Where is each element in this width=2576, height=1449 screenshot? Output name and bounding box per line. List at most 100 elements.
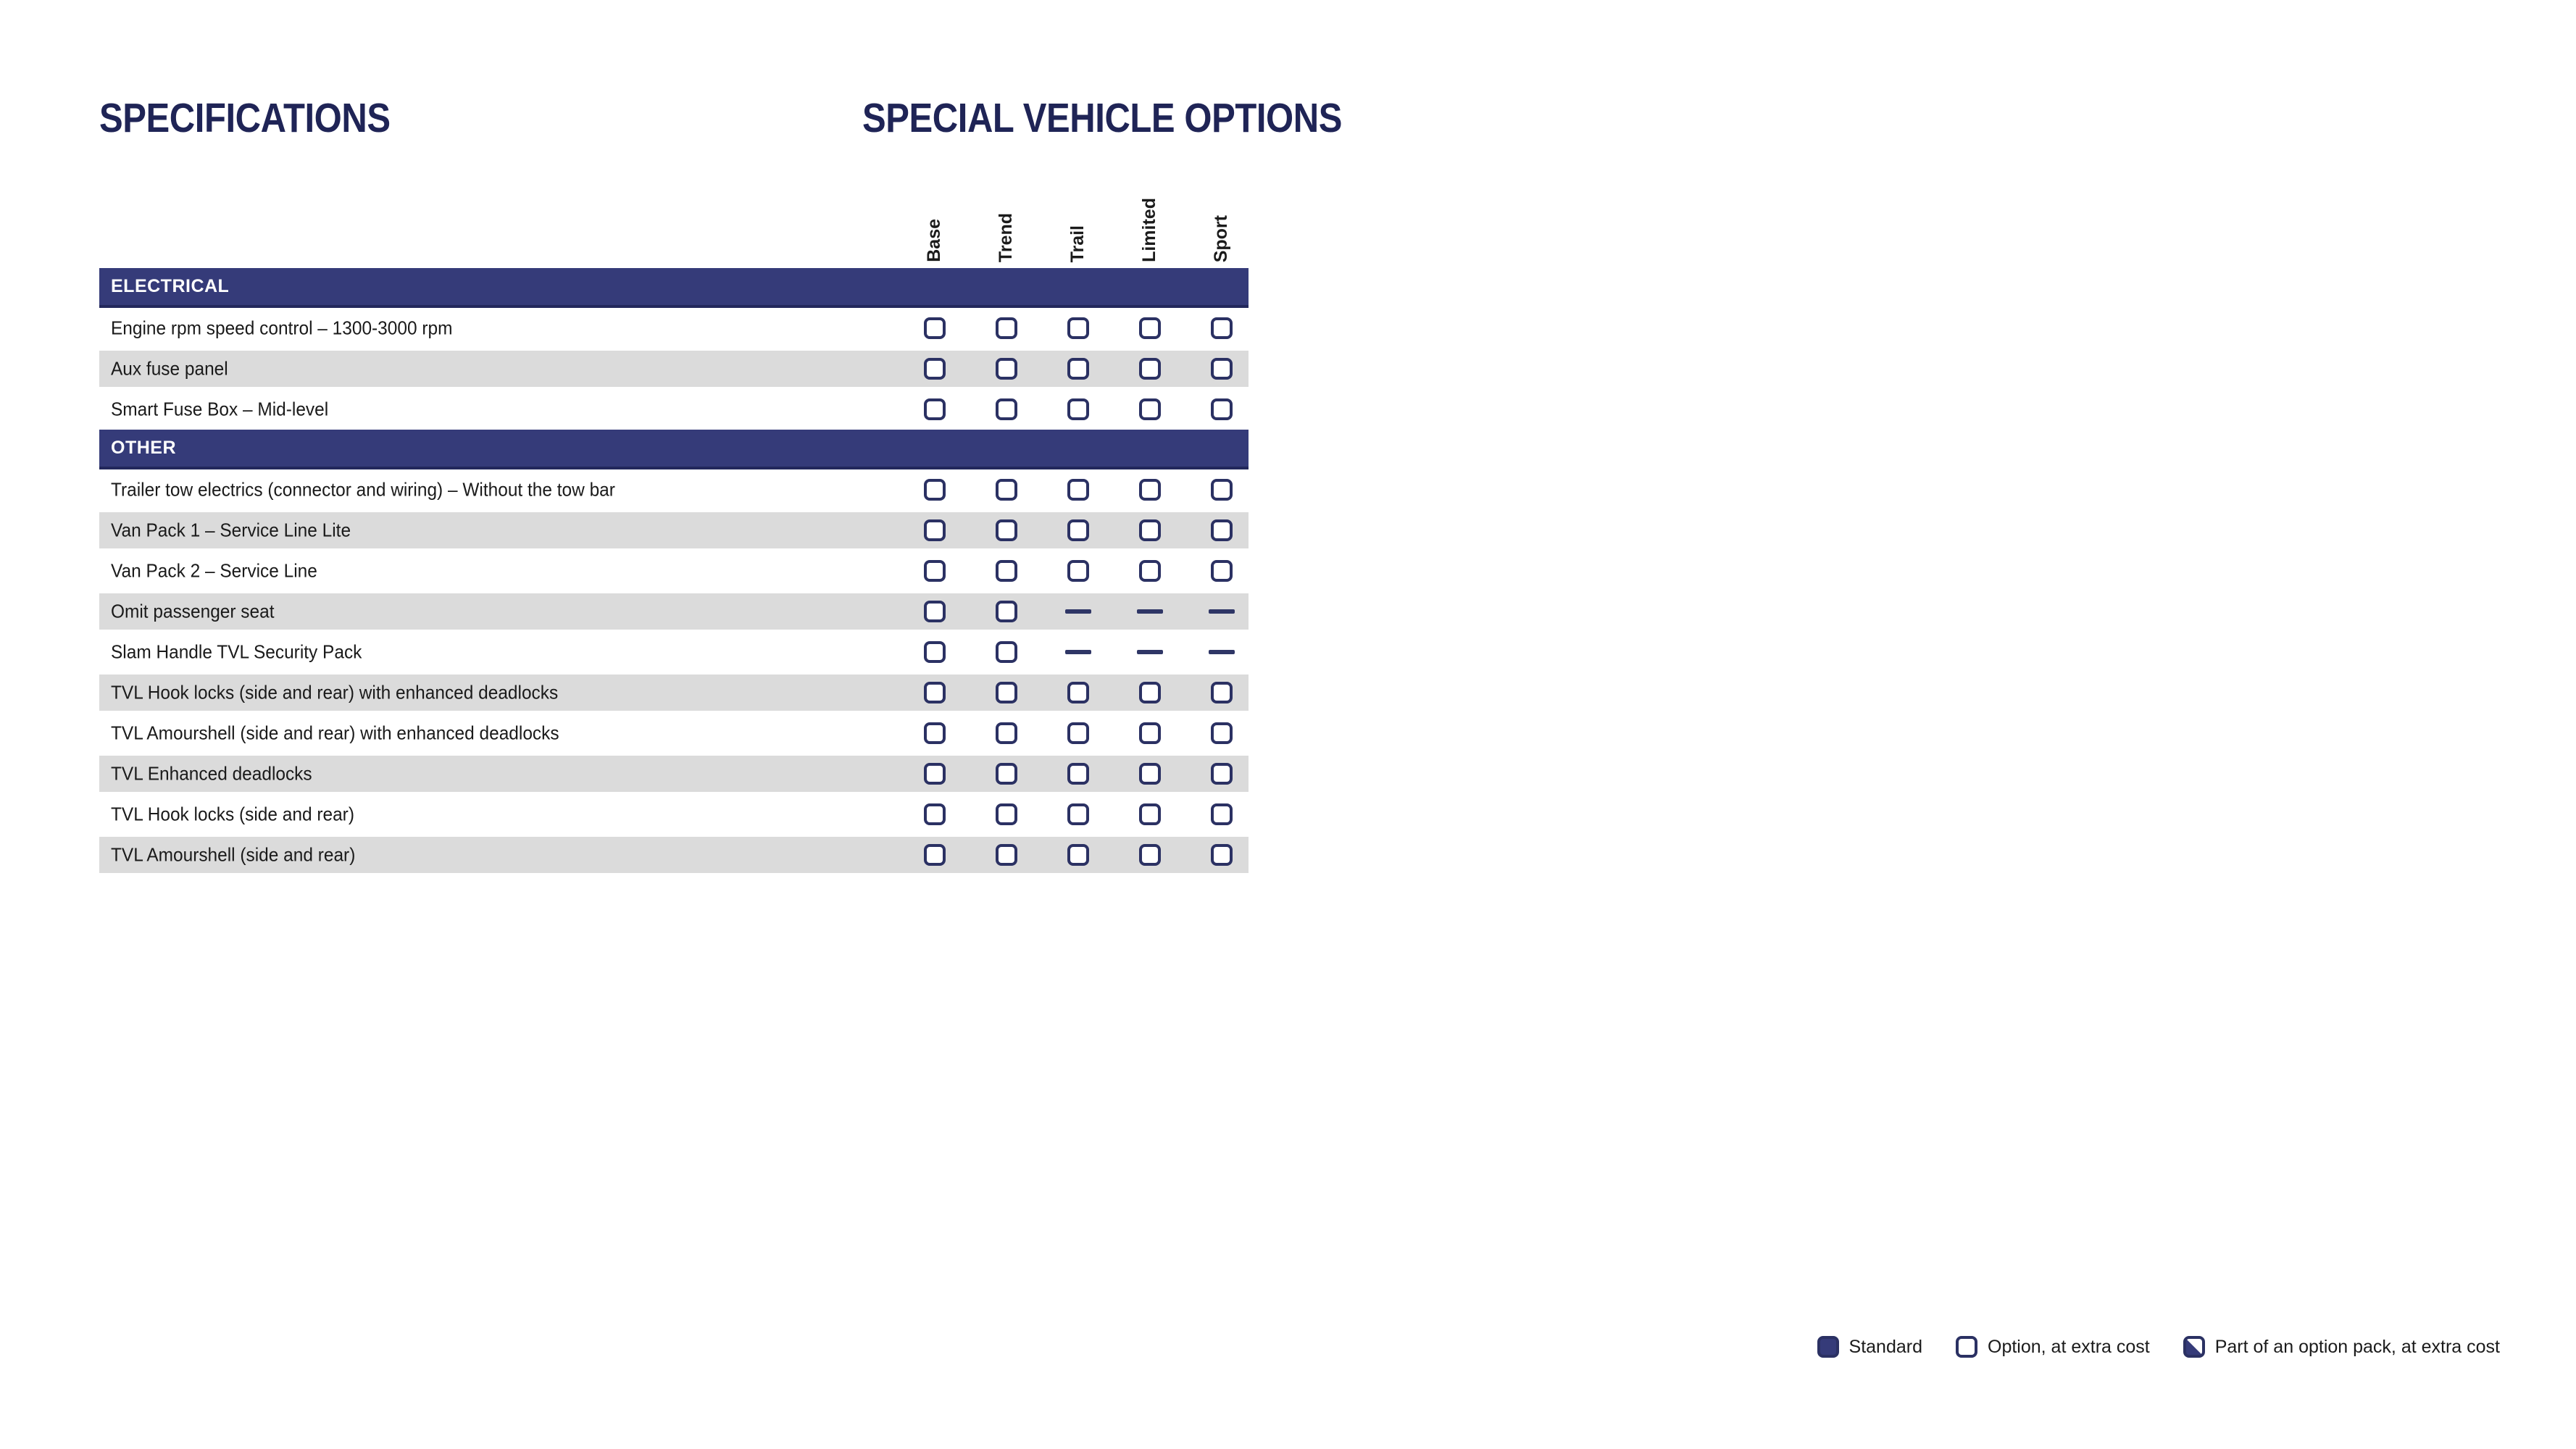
not-available-dash-icon <box>1065 609 1091 614</box>
table-row: TVL Amourshell (side and rear) with enha… <box>99 713 1249 753</box>
option-checkbox-icon <box>996 317 1017 339</box>
legend-item-standard: Standard <box>1817 1336 1922 1358</box>
column-header-trail: Trail <box>1067 225 1088 262</box>
table-row: Slam Handle TVL Security Pack <box>99 632 1249 672</box>
table-row: Aux fuse panel <box>99 348 1249 389</box>
option-checkbox-icon <box>1211 479 1233 501</box>
option-checkbox-icon <box>1211 560 1233 582</box>
option-checkbox-icon <box>1067 358 1089 380</box>
option-checkbox-icon <box>924 641 946 663</box>
row-label: TVL Enhanced deadlocks <box>111 762 312 785</box>
not-available-dash-icon <box>1209 650 1235 654</box>
option-checkbox-icon <box>996 398 1017 420</box>
option-checkbox-icon <box>1211 682 1233 703</box>
option-checkbox-icon <box>924 317 946 339</box>
table-row: Trailer tow electrics (connector and wir… <box>99 469 1249 510</box>
not-available-dash-icon <box>1137 650 1163 654</box>
option-checkbox-icon <box>1139 358 1161 380</box>
option-checkbox-icon <box>924 560 946 582</box>
row-label: Omit passenger seat <box>111 600 275 622</box>
option-checkbox-icon <box>1067 317 1089 339</box>
option-empty-checkbox-icon <box>1956 1336 1977 1358</box>
legend: Standard Option, at extra cost Part of an … <box>1817 1336 2500 1358</box>
option-checkbox-icon <box>996 560 1017 582</box>
option-checkbox-icon <box>1139 722 1161 744</box>
legend-item-option: Option, at extra cost <box>1956 1336 2150 1358</box>
standard-filled-square-icon <box>1817 1336 1839 1358</box>
option-checkbox-icon <box>924 763 946 785</box>
option-checkbox-icon <box>1211 398 1233 420</box>
option-checkbox-icon <box>1139 479 1161 501</box>
option-checkbox-icon <box>1211 722 1233 744</box>
option-pack-half-filled-square-icon <box>2183 1336 2205 1358</box>
table-row: TVL Hook locks (side and rear) with enha… <box>99 672 1249 713</box>
option-checkbox-icon <box>1067 479 1089 501</box>
option-checkbox-icon <box>996 682 1017 703</box>
row-label: TVL Hook locks (side and rear) <box>111 803 354 825</box>
option-checkbox-icon <box>924 682 946 703</box>
row-label: Aux fuse panel <box>111 357 228 380</box>
row-label: Slam Handle TVL Security Pack <box>111 640 362 663</box>
table-row: Van Pack 1 – Service Line Lite <box>99 510 1249 551</box>
not-available-dash-icon <box>1137 609 1163 614</box>
table-row: Van Pack 2 – Service Line <box>99 551 1249 591</box>
option-checkbox-icon <box>1211 803 1233 825</box>
option-checkbox-icon <box>1067 398 1089 420</box>
option-checkbox-icon <box>1067 844 1089 866</box>
option-checkbox-icon <box>1211 844 1233 866</box>
option-checkbox-icon <box>996 763 1017 785</box>
option-checkbox-icon <box>996 601 1017 622</box>
section-header-electrical: ELECTRICAL <box>99 268 1249 308</box>
option-checkbox-icon <box>1067 519 1089 541</box>
table-row: Smart Fuse Box – Mid-level <box>99 389 1249 430</box>
option-checkbox-icon <box>1139 763 1161 785</box>
option-checkbox-icon <box>996 844 1017 866</box>
option-checkbox-icon <box>924 398 946 420</box>
option-checkbox-icon <box>1139 519 1161 541</box>
option-checkbox-icon <box>924 844 946 866</box>
not-available-dash-icon <box>1065 650 1091 654</box>
not-available-dash-icon <box>1209 609 1235 614</box>
section-header-other: OTHER <box>99 430 1249 469</box>
option-checkbox-icon <box>996 479 1017 501</box>
row-label: Van Pack 2 – Service Line <box>111 559 317 582</box>
option-checkbox-icon <box>1067 560 1089 582</box>
option-checkbox-icon <box>1211 358 1233 380</box>
trim-column-headers: Base Trend Trail Limited Sport <box>99 188 1249 268</box>
option-checkbox-icon <box>1139 682 1161 703</box>
table-row: Engine rpm speed control – 1300-3000 rpm <box>99 308 1249 348</box>
option-checkbox-icon <box>1139 803 1161 825</box>
option-checkbox-icon <box>1067 722 1089 744</box>
special-vehicle-options-table: Base Trend Trail Limited Sport ELECTRICAL Eng… <box>99 188 1249 875</box>
page-title-specifications: SPECIFICATIONS <box>99 95 391 141</box>
column-header-trend: Trend <box>996 212 1016 262</box>
legend-label: Standard <box>1848 1336 1922 1357</box>
table-row: TVL Enhanced deadlocks <box>99 753 1249 794</box>
column-header-base: Base <box>924 219 944 262</box>
row-label: Trailer tow electrics (connector and wir… <box>111 478 615 501</box>
options-table-body: ELECTRICAL Engine rpm speed control – 130… <box>99 268 1249 875</box>
option-checkbox-icon <box>996 722 1017 744</box>
option-checkbox-icon <box>924 803 946 825</box>
row-label: TVL Hook locks (side and rear) with enha… <box>111 681 559 703</box>
option-checkbox-icon <box>1067 803 1089 825</box>
option-checkbox-icon <box>1139 560 1161 582</box>
table-row: TVL Hook locks (side and rear) <box>99 794 1249 835</box>
option-checkbox-icon <box>1139 317 1161 339</box>
option-checkbox-icon <box>1211 763 1233 785</box>
option-checkbox-icon <box>1139 398 1161 420</box>
row-label: TVL Amourshell (side and rear) with enha… <box>111 722 559 744</box>
option-checkbox-icon <box>924 358 946 380</box>
option-checkbox-icon <box>1211 317 1233 339</box>
row-label: Engine rpm speed control – 1300-3000 rpm <box>111 317 453 339</box>
option-checkbox-icon <box>996 803 1017 825</box>
option-checkbox-icon <box>924 722 946 744</box>
legend-item-option-pack: Part of an option pack, at extra cost <box>2183 1336 2500 1358</box>
column-header-limited: Limited <box>1139 198 1159 262</box>
option-checkbox-icon <box>924 519 946 541</box>
page-title-special-vehicle-options: SPECIAL VEHICLE OPTIONS <box>862 95 1342 141</box>
table-row: TVL Amourshell (side and rear) <box>99 835 1249 875</box>
option-checkbox-icon <box>996 641 1017 663</box>
option-checkbox-icon <box>1139 844 1161 866</box>
